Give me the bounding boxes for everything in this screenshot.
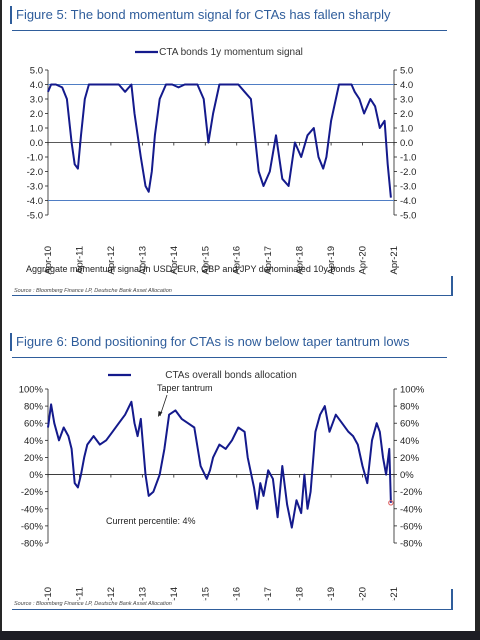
figure-5-title: Figure 5: The bond momentum signal for C…: [10, 6, 459, 24]
y-tick-label-right: -60%: [400, 521, 423, 532]
y-tick-label-left: -60%: [21, 521, 44, 532]
y-tick-label-left: 20%: [24, 453, 44, 464]
y-tick-label-right: 0.0: [400, 138, 413, 149]
y-tick-label-left: 60%: [24, 419, 44, 430]
x-tick-label: Apr-10: [43, 246, 54, 275]
y-tick-label-right: 2.0: [400, 109, 413, 120]
figure-5-title-rule: [12, 30, 447, 31]
x-tick-label: Apr-20: [358, 246, 369, 275]
y-tick-label-right: -1.0: [400, 153, 416, 164]
figure-5-legend: CTA bonds 1y momentum signal: [159, 47, 303, 58]
x-tick-label: Apr-19: [326, 246, 337, 275]
screen-bottom-bar: [0, 631, 480, 640]
y-tick-label-left: -3.0: [27, 182, 43, 193]
x-tick-label: Apr-12: [106, 587, 117, 601]
figure-6-legend: CTAs overall bonds allocation: [165, 370, 297, 381]
x-tick-label: Apr-15: [200, 246, 211, 275]
figure-6-source-rule: [451, 589, 453, 609]
y-tick-label-left: -1.0: [27, 153, 43, 164]
x-tick-label: Apr-14: [169, 246, 180, 275]
y-tick-label-right: 60%: [400, 419, 420, 430]
figure-6-source: Source : Bloomberg Finance LP, Deutsche …: [14, 601, 172, 607]
y-tick-label-right: -2.0: [400, 167, 416, 178]
figure-6-title: Figure 6: Bond positioning for CTAs is n…: [10, 333, 459, 351]
y-tick-label-right: 100%: [400, 385, 425, 396]
y-tick-label-left: 0%: [29, 470, 43, 481]
x-tick-label: Apr-15: [200, 587, 211, 601]
y-tick-label-right: 5.0: [400, 66, 413, 77]
x-tick-label: Apr-16: [232, 246, 243, 275]
y-tick-label-left: 40%: [24, 436, 44, 447]
y-tick-label-left: 0.0: [30, 138, 43, 149]
series-line: [47, 83, 392, 198]
x-tick-label: Apr-13: [137, 587, 148, 601]
y-tick-label-left: 4.0: [30, 80, 43, 91]
x-tick-label: Apr-14: [169, 587, 180, 601]
figure-5-note: Aggregate momentum signal in USD, EUR, G…: [26, 264, 355, 274]
x-tick-label: Apr-11: [74, 246, 85, 274]
figure-5-source: Source : Bloomberg Finance LP, Deutsche …: [14, 288, 172, 294]
y-tick-label-left: -80%: [21, 539, 44, 550]
figure-6-bottom-rule: [12, 609, 453, 610]
x-tick-label: Apr-21: [389, 246, 400, 275]
x-tick-label: Apr-11: [74, 587, 85, 601]
y-tick-label-right: 0%: [400, 470, 414, 481]
y-tick-label-right: -4.0: [400, 196, 416, 207]
y-tick-label-right: 1.0: [400, 124, 413, 135]
series-line: [47, 400, 392, 529]
figure-5-bottom-rule: [12, 295, 453, 296]
x-tick-label: Apr-10: [43, 587, 54, 601]
y-tick-label-left: -5.0: [27, 211, 43, 222]
x-tick-label: Apr-20: [358, 587, 369, 601]
y-tick-label-left: 80%: [24, 402, 44, 413]
y-tick-label-left: -2.0: [27, 167, 43, 178]
x-tick-label: Apr-12: [106, 246, 117, 275]
y-tick-label-left: 1.0: [30, 124, 43, 135]
figure-5-source-rule: [451, 276, 453, 295]
x-tick-label: Apr-18: [295, 246, 306, 275]
y-tick-label-left: 100%: [19, 385, 44, 396]
y-tick-label-right: -20%: [400, 487, 423, 498]
report-page: Figure 5: The bond momentum signal for C…: [2, 0, 475, 631]
y-tick-label-right: -80%: [400, 539, 423, 550]
y-tick-label-right: 40%: [400, 436, 420, 447]
current-percentile-annotation: Current percentile: 4%: [106, 516, 196, 526]
y-tick-label-right: -3.0: [400, 182, 416, 193]
y-tick-label-left: 5.0: [30, 66, 43, 77]
figure-5-chart: CTA bonds 1y momentum signal 5.0 5.0 4.0 4.…: [26, 47, 416, 275]
y-tick-label-left: 2.0: [30, 109, 43, 120]
x-tick-label: Apr-17: [263, 587, 274, 601]
y-tick-label-right: 80%: [400, 402, 420, 413]
y-tick-label-right: 4.0: [400, 80, 413, 91]
x-tick-label: Apr-16: [232, 587, 243, 601]
y-tick-label-right: 3.0: [400, 95, 413, 106]
x-tick-label: Apr-21: [389, 587, 400, 601]
x-tick-label: Apr-13: [137, 246, 148, 275]
latest-value-marker: [388, 500, 394, 506]
x-tick-label: Apr-17: [263, 246, 274, 275]
taper-tantrum-annotation: Taper tantrum: [157, 383, 213, 393]
figure-6-chart: CTAs overall bonds allocation Taper tant…: [19, 370, 425, 601]
y-tick-label-left: 3.0: [30, 95, 43, 106]
y-tick-label-left: -20%: [21, 487, 44, 498]
figure-6: Figure 6: Bond positioning for CTAs is n…: [10, 333, 455, 615]
taper-tantrum-arrowhead: [158, 411, 163, 417]
x-tick-label: Apr-18: [295, 587, 306, 601]
y-tick-label-left: -4.0: [27, 196, 43, 207]
y-tick-label-left: -40%: [21, 504, 44, 515]
figure-6-title-rule: [12, 357, 447, 358]
y-tick-label-right: -40%: [400, 504, 423, 515]
figure-5: Figure 5: The bond momentum signal for C…: [10, 6, 455, 296]
x-tick-label: Apr-19: [326, 587, 337, 601]
y-tick-label-right: 20%: [400, 453, 420, 464]
y-tick-label-right: -5.0: [400, 211, 416, 222]
